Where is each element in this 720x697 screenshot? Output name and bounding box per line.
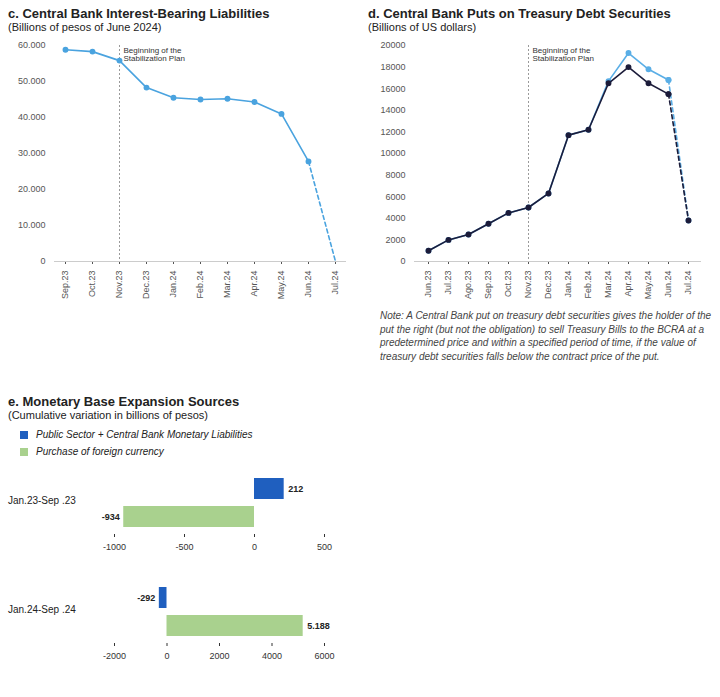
html-text:d. Central Bank Puts on Treasu: d. Central Bank Puts on Treasury Debt Se… [368,6,671,21]
html-text:c. Central Bank Interest-Beari: c. Central Bank Interest-Bearing Liabili… [8,6,270,21]
svg-text:16000: 16000 [380,84,405,94]
svg-text:Ago.23: Ago.23 [463,271,473,300]
svg-text:Jul.23: Jul.23 [443,271,453,295]
svg-text:-2000: -2000 [103,651,126,661]
svg-text:-292: -292 [137,593,155,603]
svg-text:30.000: 30.000 [18,148,46,158]
svg-text:Dec.23: Dec.23 [141,271,151,300]
html-text:Jan.23-Sep .23: Jan.23-Sep .23 [8,495,76,506]
html-text:(Cumulative variation in billi: (Cumulative variation in billions of pes… [8,409,208,421]
svg-text:-934: -934 [102,512,120,522]
svg-text:50.000: 50.000 [18,76,46,86]
svg-text:Sep.23: Sep.23 [60,271,70,300]
svg-text:Feb.24: Feb.24 [195,271,205,299]
svg-text:14000: 14000 [380,105,405,115]
svg-text:Apr.24: Apr.24 [623,271,633,297]
svg-text:Mar.24: Mar.24 [222,271,232,299]
svg-text:-500: -500 [175,542,193,552]
svg-text:Feb.24: Feb.24 [583,271,593,299]
svg-text:60.000: 60.000 [18,40,46,50]
svg-text:May.24: May.24 [276,271,286,300]
svg-text:2000: 2000 [209,651,229,661]
html-text:Note: A Central Bank put on tr: Note: A Central Bank put on treasury deb… [380,310,712,362]
svg-text:20000: 20000 [380,40,405,50]
svg-text:40.000: 40.000 [18,112,46,122]
svg-text:Beginning of theStabilization: Beginning of theStabilization Plan [124,46,185,63]
html-text:e. Monetary Base Expansion Sou: e. Monetary Base Expansion Sources [8,394,240,409]
svg-text:Oct.23: Oct.23 [87,271,97,298]
svg-text:-1000: -1000 [103,542,126,552]
svg-text:10000: 10000 [380,148,405,158]
svg-text:Jun.24: Jun.24 [663,271,673,298]
svg-text:0: 0 [252,542,257,552]
svg-text:20.000: 20.000 [18,184,46,194]
svg-text:10.000: 10.000 [18,220,46,230]
svg-text:212: 212 [288,484,303,494]
svg-text:May.24: May.24 [643,271,653,300]
svg-text:0: 0 [400,256,405,266]
svg-text:Nov.23: Nov.23 [523,271,533,299]
svg-text:Dec.23: Dec.23 [543,271,553,300]
svg-text:500: 500 [317,542,332,552]
html-text:Jan.24-Sep .24: Jan.24-Sep .24 [8,604,76,615]
html-text:(Billions of pesos of June 202: (Billions of pesos of June 2024) [8,21,162,33]
svg-text:Jul.24: Jul.24 [683,271,693,295]
svg-text:Jan.24: Jan.24 [563,271,573,298]
svg-text:Apr.24: Apr.24 [249,271,259,297]
svg-text:Jun.24: Jun.24 [303,271,313,298]
svg-text:0: 0 [40,256,45,266]
svg-text:Jul.24: Jul.24 [330,271,340,295]
svg-text:12000: 12000 [380,127,405,137]
html-text:Public Sector + Central Bank M: Public Sector + Central Bank Monetary Li… [36,429,253,440]
svg-text:5.188: 5.188 [307,621,330,631]
svg-text:Beginning of theStabilization: Beginning of theStabilization Plan [533,46,594,63]
html-text:(Billions of US dollars): (Billions of US dollars) [368,21,477,33]
svg-text:Sep.23: Sep.23 [483,271,493,300]
svg-text:4000: 4000 [385,213,405,223]
svg-text:Oct.23: Oct.23 [503,271,513,298]
svg-text:Jan.24: Jan.24 [168,271,178,298]
svg-text:6000: 6000 [385,192,405,202]
svg-text:Nov.23: Nov.23 [114,271,124,299]
svg-text:2000: 2000 [385,235,405,245]
svg-text:8000: 8000 [385,170,405,180]
svg-text:4000: 4000 [262,651,282,661]
svg-text:Mar.24: Mar.24 [603,271,613,299]
svg-text:6000: 6000 [314,651,334,661]
html-text:Purchase of foreign currency: Purchase of foreign currency [36,446,164,457]
svg-text:18000: 18000 [380,62,405,72]
svg-text:0: 0 [164,651,169,661]
svg-text:Jun.23: Jun.23 [423,271,433,298]
